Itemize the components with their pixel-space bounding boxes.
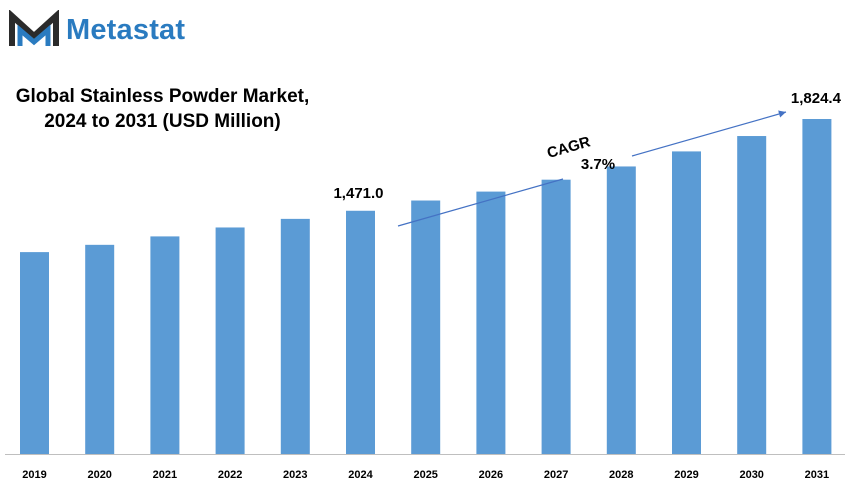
cagr-trend-arrow: [631, 110, 787, 157]
bar-2021: [150, 236, 180, 454]
metastat-m-logo-icon: [9, 10, 59, 46]
bar-2019: [20, 252, 49, 454]
x-tick-label-2029: 2029: [674, 469, 698, 481]
data-label-2031: 1,824.4: [791, 90, 842, 107]
chart-title-line-1: Global Stainless Powder Market,: [15, 86, 310, 107]
bar-2030: [737, 136, 767, 454]
x-tick-label-2019: 2019: [22, 469, 46, 481]
cagr-value: 3.7%: [581, 156, 615, 173]
bar-2028: [606, 166, 636, 455]
bar-2027: [541, 179, 571, 455]
x-tick-label-2027: 2027: [544, 469, 568, 481]
bar-2029: [672, 151, 701, 454]
chart-title-line-2: 2024 to 2031 (USD Million): [44, 111, 281, 132]
x-tick-label-2024: 2024: [348, 469, 373, 481]
x-tick-label-2030: 2030: [739, 469, 763, 481]
bar-2023: [280, 218, 310, 454]
x-tick-label-2031: 2031: [805, 469, 829, 481]
x-tick-label-2021: 2021: [153, 469, 177, 481]
x-tick-label-2023: 2023: [283, 469, 307, 481]
x-tick-label-2025: 2025: [413, 469, 437, 481]
bar-2020: [85, 244, 115, 454]
data-label-2024: 1,471.0: [333, 185, 383, 202]
x-tick-label-2026: 2026: [479, 469, 503, 481]
cagr-trend-line: [397, 178, 564, 227]
bar-2025: [411, 200, 441, 454]
bar-2022: [215, 227, 245, 454]
chart-title: Global Stainless Powder Market, 2024 to …: [10, 84, 315, 134]
brand-logo: Metastat: [8, 10, 185, 50]
x-tick-label-2022: 2022: [218, 469, 242, 481]
x-tick-label-2020: 2020: [87, 469, 111, 481]
bar-2024: [346, 210, 375, 454]
brand-name: Metastat: [66, 13, 186, 46]
bar-2031: [802, 119, 832, 454]
x-tick-label-2028: 2028: [609, 469, 633, 481]
bar-2026: [476, 191, 506, 454]
